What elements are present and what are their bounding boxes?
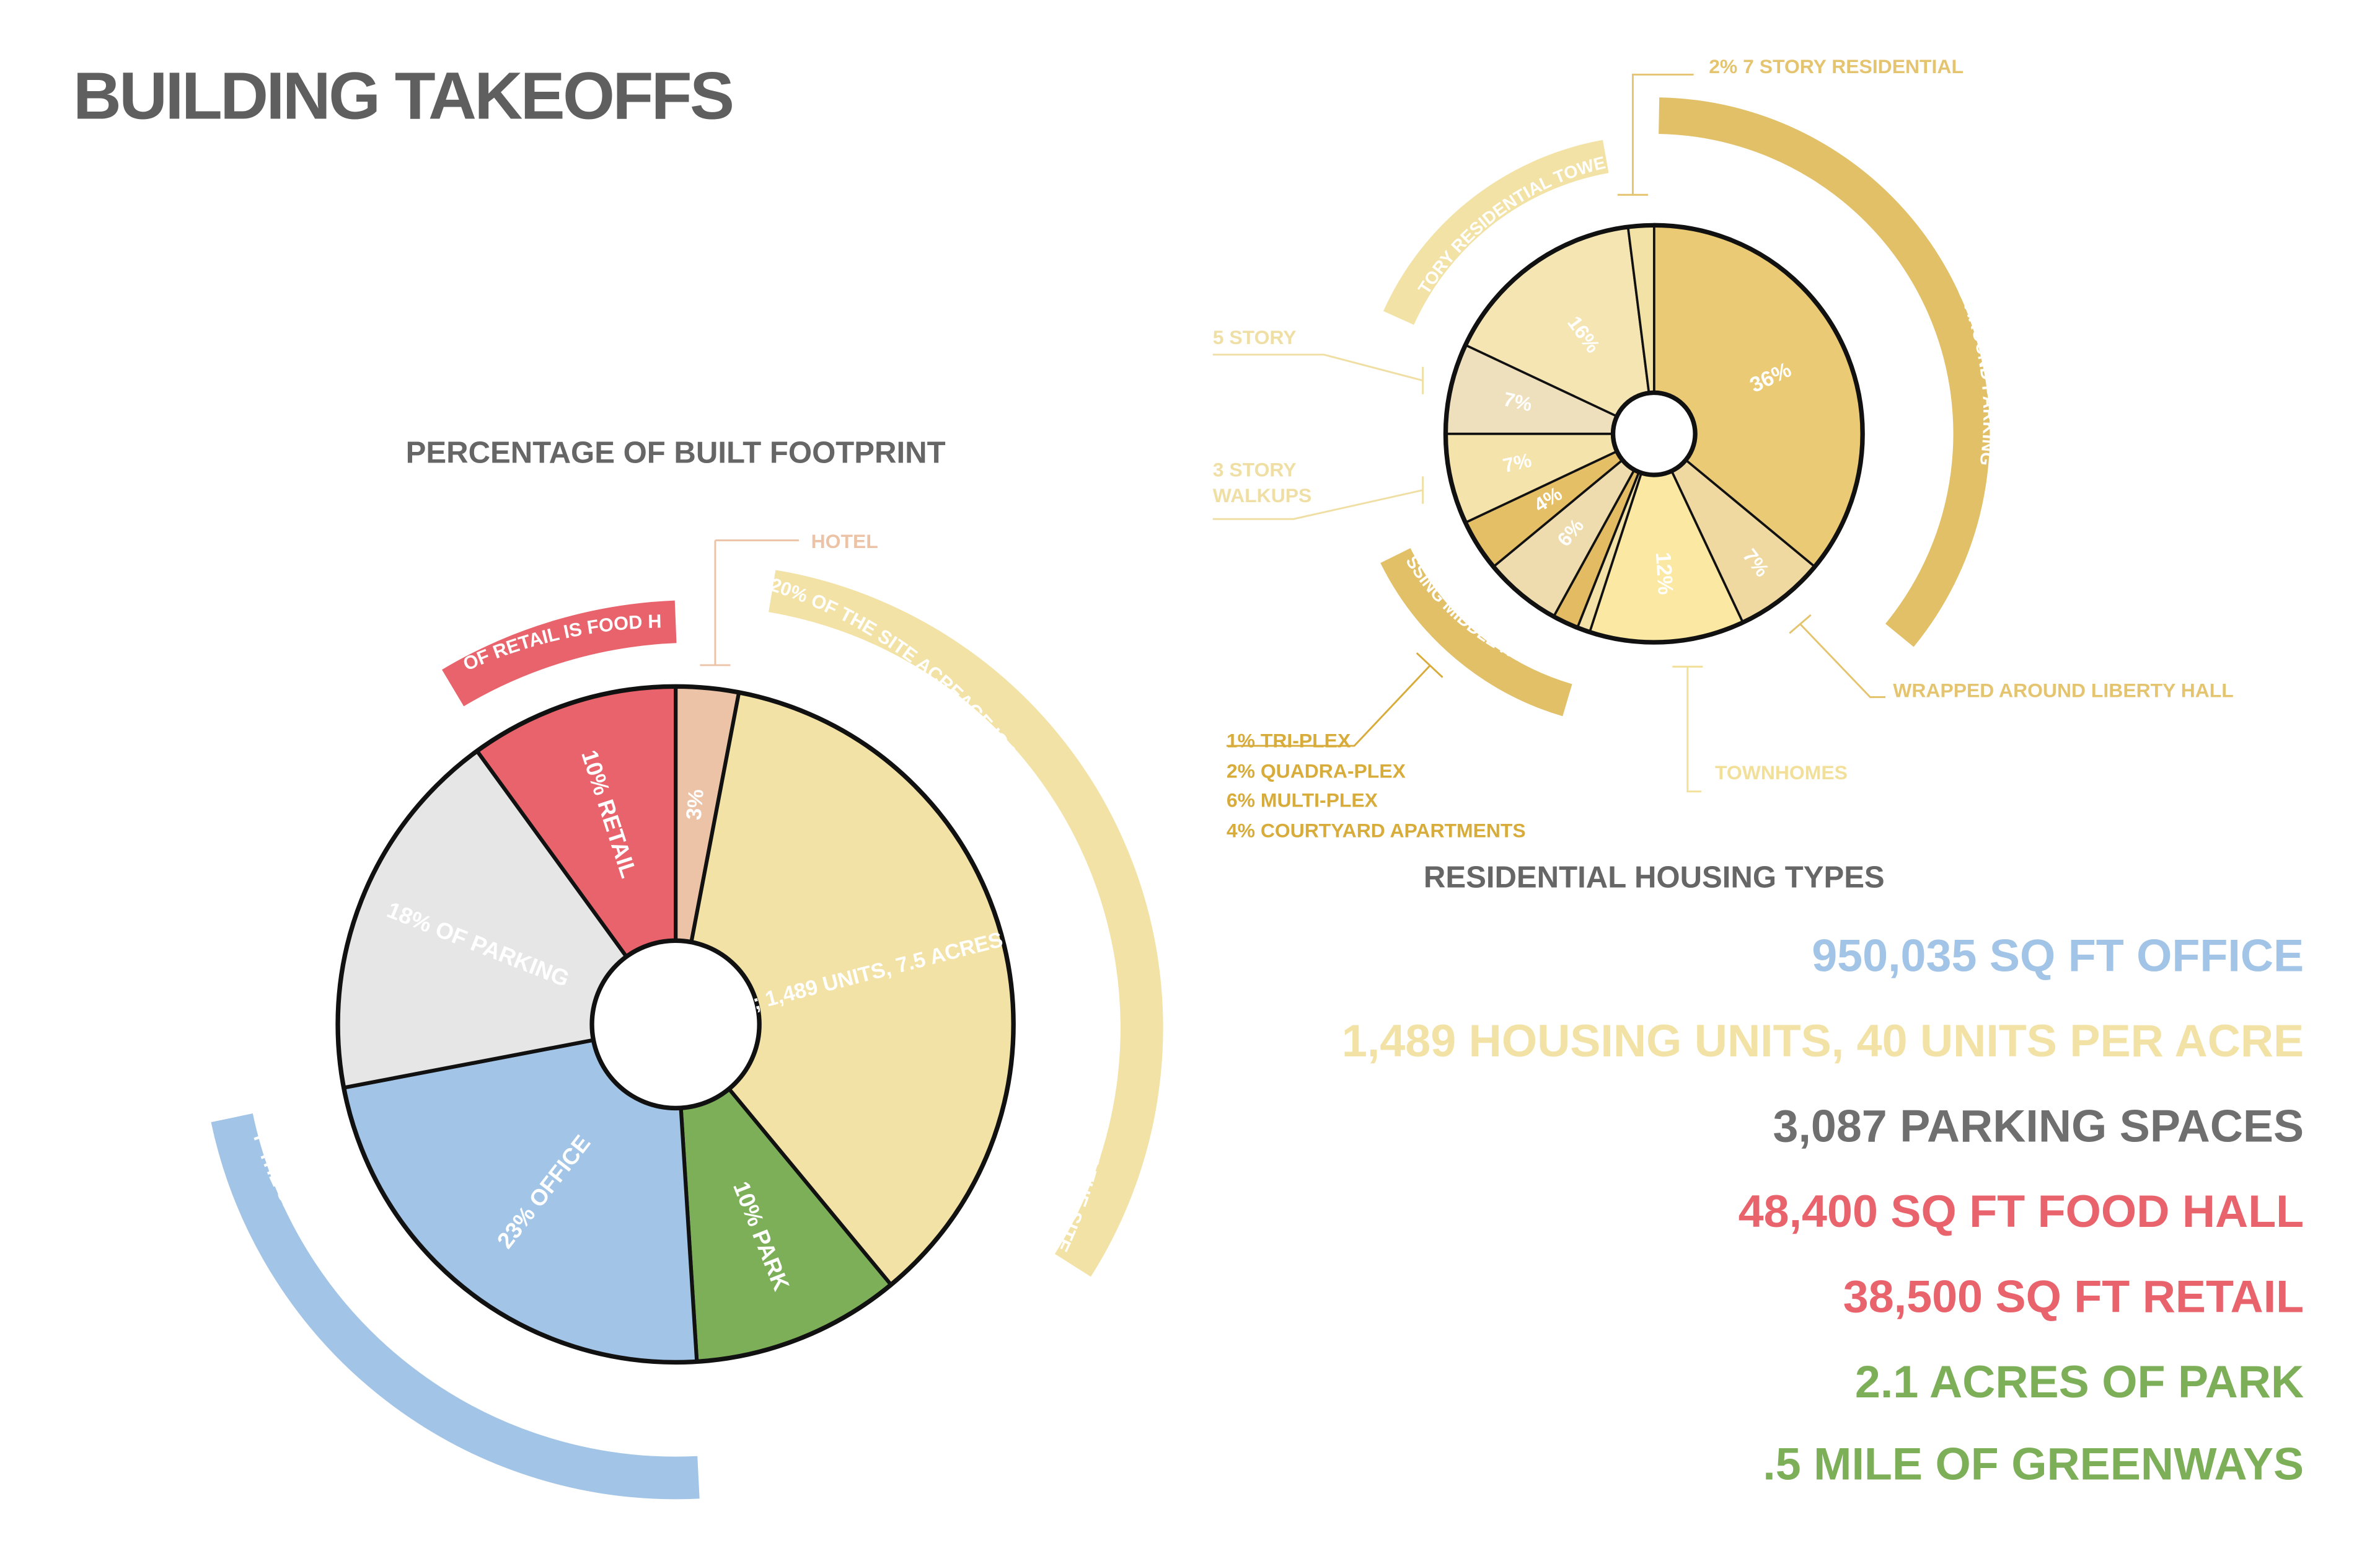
hotel-leader — [700, 540, 731, 666]
walkups-leader — [1212, 489, 1423, 520]
residential-hole — [1610, 390, 1698, 477]
quadra-plex-callout: 2% QUADRA-PLEX — [1227, 760, 1406, 782]
residential-outline — [1443, 223, 1865, 645]
multi-plex-callout: 6% MULTI-PLEX — [1227, 789, 1378, 811]
towers-arc — [1383, 139, 1609, 325]
five-story-leader — [1212, 353, 1423, 382]
slice-label-townhomes: 12% — [1651, 552, 1677, 596]
built-footprint-chart: PERCENTAGE OF BUILT FOOTPRINT 3%36% HOUS… — [0, 0, 1163, 1500]
missing-middle-tick — [1416, 652, 1443, 678]
courtyard-callout: 4% COURTYARD APARTMENTS — [1227, 819, 1526, 841]
built-footprint-outline — [335, 684, 1016, 1365]
townhomes-callout: TOWNHOMES — [1715, 761, 1848, 784]
summary-stats: 950,035 SQ FT OFFICE 1,489 HOUSING UNITS… — [1342, 929, 2304, 1489]
stat-greenways: .5 MILE OF GREENWAYS — [1763, 1438, 2304, 1489]
three-story-callout: 3 STORY — [1213, 458, 1297, 480]
stat-office: 950,035 SQ FT OFFICE — [1812, 929, 2304, 981]
missing-middle-leader — [1226, 664, 1431, 747]
five-story-callout: 5 STORY — [1213, 326, 1297, 348]
food-hall-arc — [442, 600, 677, 707]
towers-arc-label: 6 STORY RESIDENTIAL TOWERS — [0, 0, 1607, 298]
stat-parking: 3,087 PARKING SPACES — [1773, 1100, 2304, 1151]
wrapped-parking-arc — [1659, 97, 1990, 647]
stat-food-hall: 48,400 SQ FT FOOD HALL — [1739, 1185, 2304, 1237]
seven-story-leader — [1631, 73, 1694, 195]
seven-story-callout: 2% 7 STORY RESIDENTIAL — [1709, 55, 1963, 77]
liberty-hall-tick — [1789, 614, 1812, 634]
residential-types-chart: RESIDENTIAL HOUSING TYPES 36%7%12%6%4%7%… — [0, 0, 2234, 895]
stat-housing: 1,489 HOUSING UNITS, 40 UNITS PER ACRE — [1342, 1015, 2304, 1066]
page-title: BUILDING TAKEOFFS — [73, 58, 733, 133]
housing-acreage-arc — [769, 570, 1163, 1277]
built-footprint-hole — [589, 938, 762, 1111]
chart-title-residential: RESIDENTIAL HOUSING TYPES — [1424, 860, 1885, 894]
walkups-callout: WALKUPS — [1213, 484, 1312, 506]
stat-park: 2.1 ACRES OF PARK — [1855, 1356, 2304, 1407]
chart-title-built-footprint: PERCENTAGE OF BUILT FOOTPRINT — [406, 436, 946, 469]
stat-retail: 38,500 SQ FT RETAIL — [1843, 1270, 2304, 1322]
hotel-callout: HOTEL — [811, 530, 878, 552]
townhomes-leader — [1686, 666, 1701, 793]
liberty-hall-callout: WRAPPED AROUND LIBERTY HALL — [1893, 679, 2234, 701]
office-acreage-arc — [211, 1113, 700, 1500]
missing-middle-arc — [1380, 548, 1572, 717]
slice-label-hotel: 3% — [682, 788, 708, 821]
liberty-hall-leader — [1799, 623, 1885, 698]
tri-plex-callout: 1% TRI-PLEX — [1227, 730, 1351, 752]
